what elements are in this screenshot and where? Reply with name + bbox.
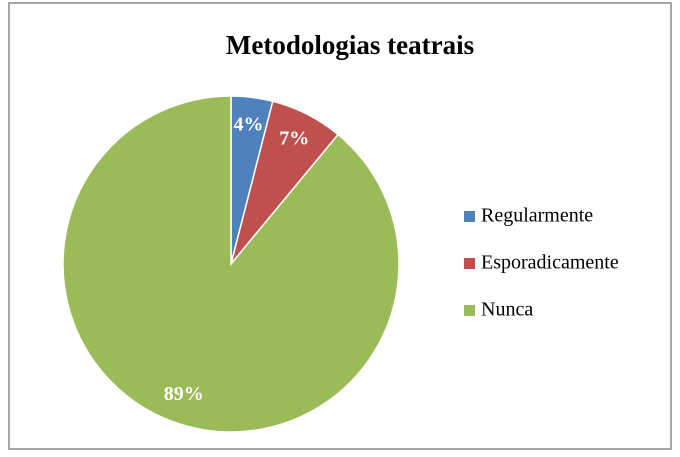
data-label: 7% [279, 127, 309, 149]
legend-label: Regularmente [481, 205, 593, 227]
data-label: 4% [233, 113, 263, 135]
legend-label: Esporadicamente [481, 252, 619, 274]
legend-label: Nunca [481, 299, 533, 321]
chart-title: Metodologias teatrais [226, 30, 474, 60]
legend-swatch [464, 258, 475, 269]
legend-swatch [464, 305, 475, 316]
legend-swatch [464, 211, 475, 222]
pie-slice [62, 95, 400, 433]
data-label: 89% [164, 383, 204, 405]
